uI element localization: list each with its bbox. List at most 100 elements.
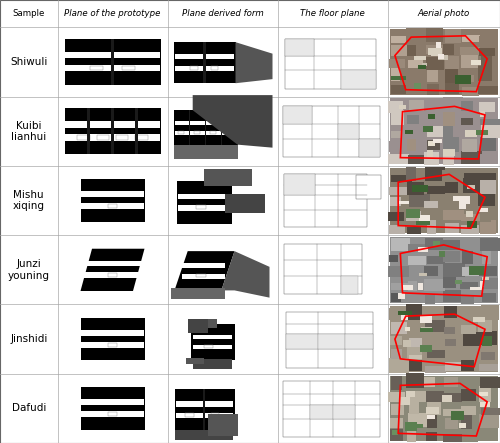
Bar [178,206,230,211]
Bar [404,327,410,330]
Bar [419,215,430,222]
Bar [211,66,218,70]
Bar [479,48,495,55]
Bar [406,422,417,431]
Bar [479,208,488,212]
Bar [463,377,475,389]
Bar [398,293,405,299]
Bar [427,350,448,358]
Bar [412,185,428,192]
Bar [461,295,473,304]
Bar [406,346,422,360]
Bar [186,358,204,364]
Bar [461,151,481,163]
Bar [66,65,160,71]
Bar [428,84,440,94]
Bar [481,408,500,415]
Bar [427,415,435,419]
Bar [427,400,442,415]
Bar [426,432,436,441]
Bar [403,340,411,347]
Bar [478,319,492,332]
Bar [462,53,478,68]
Bar [210,413,219,416]
Bar [408,72,419,82]
Bar [424,338,446,347]
Bar [174,66,234,71]
Bar [462,126,477,139]
Bar [226,131,232,134]
Bar [188,110,190,144]
Bar [108,204,116,208]
Bar [81,330,144,336]
Bar [408,413,428,427]
Bar [390,197,400,206]
Bar [282,381,380,437]
Bar [284,39,376,89]
Bar [444,306,456,318]
Bar [81,191,144,197]
Bar [406,28,428,43]
Bar [186,413,194,416]
Bar [462,249,472,264]
Bar [390,29,498,95]
Bar [460,101,472,111]
Bar [459,196,470,203]
Bar [192,359,232,369]
Bar [422,125,433,132]
Bar [427,69,438,82]
Bar [408,281,417,291]
Bar [480,377,500,388]
Bar [481,173,496,180]
Bar [445,191,464,207]
Bar [428,187,444,194]
Bar [391,238,410,251]
Bar [462,139,476,152]
Bar [408,155,428,164]
Bar [388,307,403,320]
Bar [421,327,432,331]
Text: Kuibi
lianhui: Kuibi lianhui [11,120,47,142]
Bar [426,213,444,220]
Bar [480,179,496,194]
Bar [196,206,205,209]
Bar [318,334,345,349]
Bar [443,112,454,126]
Bar [462,75,474,82]
Bar [176,181,232,224]
Bar [389,187,410,195]
Bar [442,170,459,182]
Bar [341,276,358,294]
Bar [332,405,355,419]
Bar [442,240,460,250]
Bar [341,70,376,89]
Bar [406,167,415,181]
Bar [81,399,144,405]
Bar [466,211,473,217]
Bar [482,278,498,289]
Bar [178,194,230,199]
Bar [398,202,408,205]
Text: Plane derived form: Plane derived form [182,9,264,18]
Bar [470,287,483,290]
Bar [432,241,440,247]
Bar [182,263,225,268]
Bar [66,121,160,128]
Bar [482,277,489,280]
Bar [414,83,422,91]
Bar [427,256,446,264]
Bar [135,135,147,140]
Bar [439,251,445,257]
Bar [389,225,404,234]
Bar [391,349,402,359]
Polygon shape [192,95,272,148]
Bar [136,109,138,154]
Bar [80,387,144,430]
Bar [425,310,436,320]
Bar [390,85,406,94]
Bar [390,418,402,428]
Bar [480,154,492,164]
Bar [388,266,409,277]
Bar [479,102,496,112]
Bar [478,86,498,94]
